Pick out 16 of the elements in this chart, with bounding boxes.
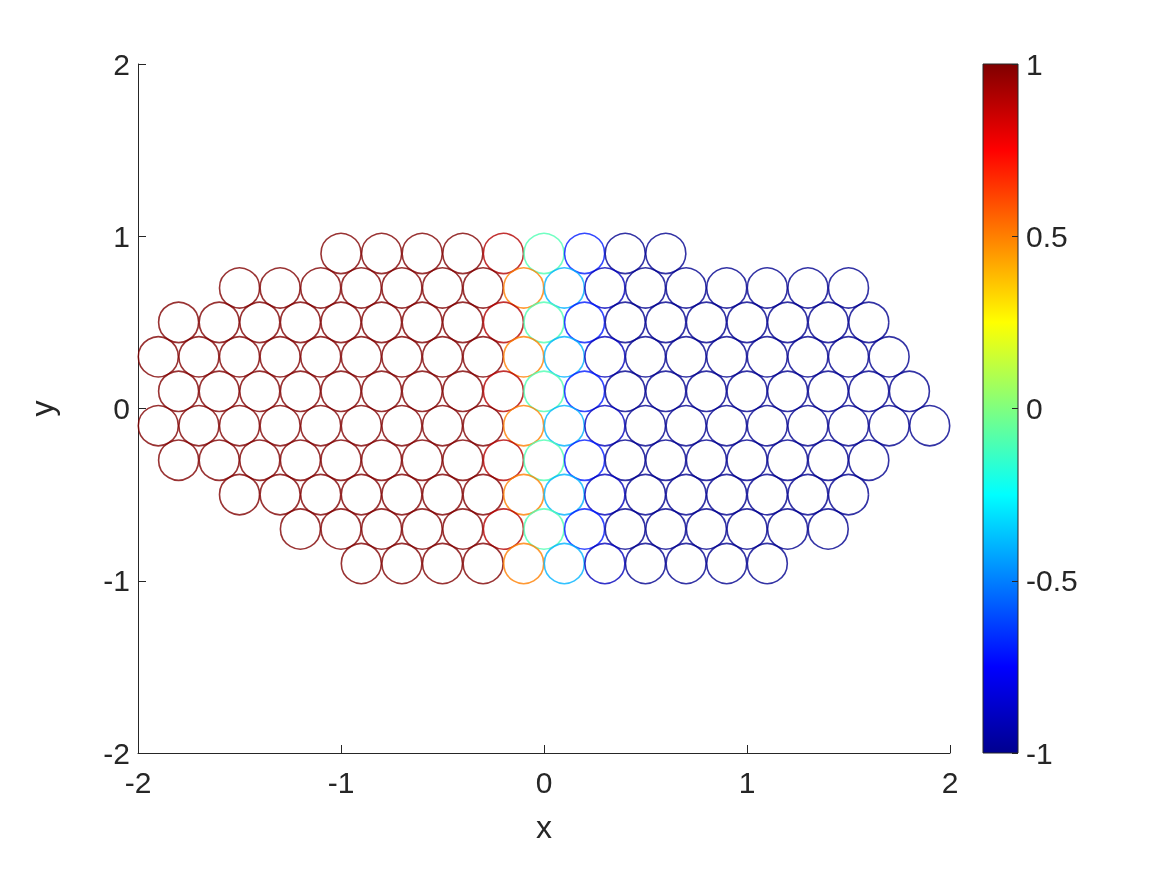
color-bar-label: -1 [1026,736,1053,770]
x-tick-label: 1 [738,765,756,799]
x-tick-label: 2 [941,765,959,799]
color-bar-label: 1 [1026,47,1043,81]
y-tick-label: -1 [103,564,130,598]
y-tick-label: 1 [113,219,130,253]
color-bar-label: 0 [1026,392,1043,425]
y-tick-label: -2 [103,736,130,770]
x-tick-label: 0 [535,765,553,799]
color-bar-label: 0.5 [1026,219,1068,253]
x-axis-title: x [536,809,552,845]
color-bar-label: -0.5 [1026,564,1078,598]
y-axis-title: y [24,400,60,417]
y-tick-label: 0 [113,392,130,425]
y-tick-label: 2 [113,47,130,81]
x-tick-label: -1 [327,765,355,799]
